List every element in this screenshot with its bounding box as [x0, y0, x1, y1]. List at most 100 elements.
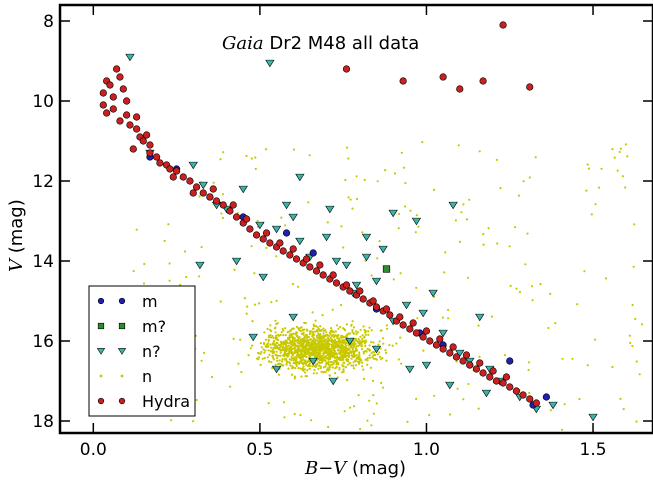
point-n [288, 342, 291, 345]
point-n [336, 340, 339, 343]
point-n [257, 356, 261, 359]
point-n [316, 351, 319, 354]
point-n [261, 357, 264, 360]
point-n [400, 151, 403, 154]
point-n [322, 366, 325, 369]
point-n [163, 239, 166, 242]
point-n [399, 272, 402, 275]
point-n [259, 342, 262, 345]
point-n [342, 356, 345, 359]
point-n [379, 355, 382, 359]
point-n [635, 360, 638, 363]
point-n [293, 347, 296, 350]
point-n [632, 265, 635, 268]
point-n [466, 276, 470, 279]
point-n [316, 326, 319, 329]
legend-label: n [142, 367, 152, 386]
point-n [331, 355, 334, 358]
point-n [284, 339, 287, 342]
chart-title: Gaia Dr2 M48 all data [222, 33, 419, 54]
point-n [327, 425, 330, 429]
point-n [179, 283, 182, 286]
point-hydra [292, 255, 301, 263]
point-n [293, 358, 296, 361]
point-n [266, 327, 269, 331]
point-n [267, 338, 270, 342]
point-n [305, 355, 308, 359]
point-n-q [271, 365, 282, 374]
point-n [325, 362, 328, 366]
point-n [302, 365, 305, 368]
point-n-q [308, 357, 318, 366]
point-n [331, 366, 334, 369]
point-n [274, 331, 277, 334]
point-n [335, 363, 338, 366]
point-n [270, 361, 273, 364]
point-n [399, 336, 402, 339]
point-n [517, 194, 521, 197]
point-n [279, 340, 282, 343]
point-n [300, 359, 303, 362]
y-axis-label-math: V [6, 257, 27, 272]
point-n [331, 339, 334, 342]
point-n [385, 324, 388, 327]
point-n [370, 341, 373, 344]
point-hydra [449, 343, 457, 351]
point-n [212, 181, 215, 184]
point-n [311, 333, 314, 336]
point-n [273, 347, 277, 350]
point-n [200, 246, 203, 249]
point-n [329, 363, 333, 366]
point-n [297, 350, 300, 354]
point-n [269, 324, 272, 327]
point-n-q [401, 301, 412, 310]
point-n [310, 330, 313, 333]
point-n [221, 193, 224, 196]
point-n [629, 341, 632, 345]
point-hydra [229, 201, 237, 209]
point-n [324, 329, 327, 332]
point-n [616, 169, 619, 172]
point-n [292, 148, 296, 151]
point-n [432, 188, 436, 191]
point-n [315, 372, 318, 375]
point-n [239, 338, 242, 341]
point-hydra [126, 121, 134, 129]
point-n-q [361, 233, 372, 242]
point-n [495, 158, 498, 161]
point-n [613, 156, 616, 159]
point-n [638, 373, 641, 376]
point-hydra [206, 193, 214, 201]
point-n-q [428, 289, 438, 298]
point-n [634, 317, 637, 321]
point-n [339, 353, 343, 356]
point-n [293, 412, 296, 416]
point-n [289, 339, 292, 342]
point-n [278, 343, 281, 347]
point-n [344, 329, 347, 332]
point-n [340, 358, 343, 361]
point-n [340, 303, 343, 307]
point-n [347, 157, 350, 160]
point-hydra [123, 97, 131, 105]
point-n [259, 352, 262, 355]
point-n [338, 368, 341, 371]
point-n [283, 416, 286, 419]
point-hydra [346, 287, 354, 295]
point-n [287, 352, 290, 355]
point-hydra [106, 81, 114, 89]
point-n [458, 240, 461, 243]
point-n [286, 330, 289, 334]
point-n [490, 315, 493, 318]
point-n [250, 157, 253, 160]
point-n [359, 335, 362, 338]
point-n [282, 401, 286, 404]
point-n [351, 331, 354, 334]
point-n [318, 364, 321, 367]
point-n-q [238, 185, 248, 194]
point-n-q [351, 281, 362, 290]
point-hydra [489, 367, 497, 375]
point-n [352, 326, 356, 329]
point-n [416, 317, 419, 320]
point-n [320, 359, 323, 362]
